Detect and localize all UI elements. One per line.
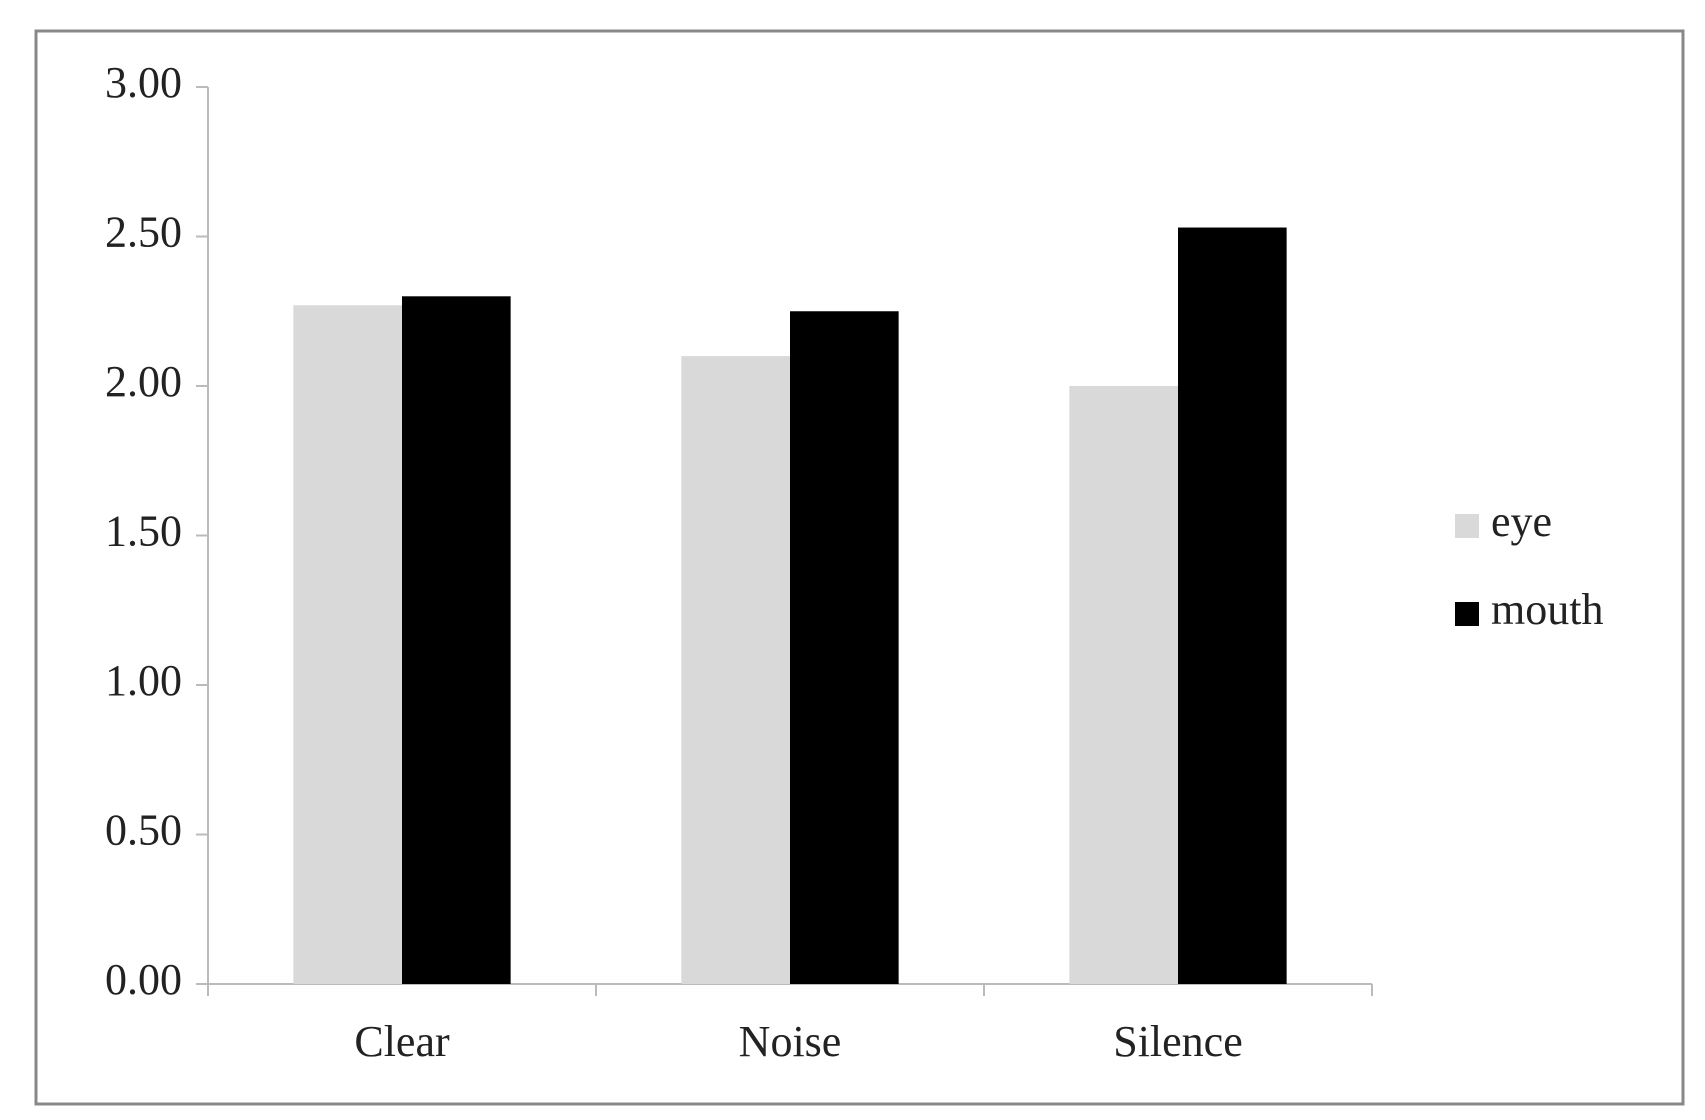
bar (681, 356, 790, 985)
y-tick-label: 2.50 (105, 208, 182, 257)
x-tick-label: Silence (1113, 1017, 1243, 1066)
bar (1178, 227, 1287, 984)
bar (790, 311, 899, 984)
y-tick-label: 1.50 (105, 507, 182, 556)
y-tick-label: 1.00 (105, 656, 182, 705)
legend-swatch (1455, 514, 1479, 538)
y-tick-label: 2.00 (105, 357, 182, 406)
bar (402, 296, 511, 984)
bar (1069, 386, 1178, 984)
y-tick-label: 0.50 (105, 806, 182, 855)
legend-swatch (1455, 602, 1479, 626)
legend-label: eye (1491, 497, 1552, 546)
bar (293, 305, 402, 984)
x-tick-label: Clear (354, 1017, 450, 1066)
x-tick-label: Noise (739, 1017, 842, 1066)
y-tick-label: 3.00 (105, 58, 182, 107)
y-tick-label: 0.00 (105, 955, 182, 1004)
legend-label: mouth (1491, 585, 1603, 634)
